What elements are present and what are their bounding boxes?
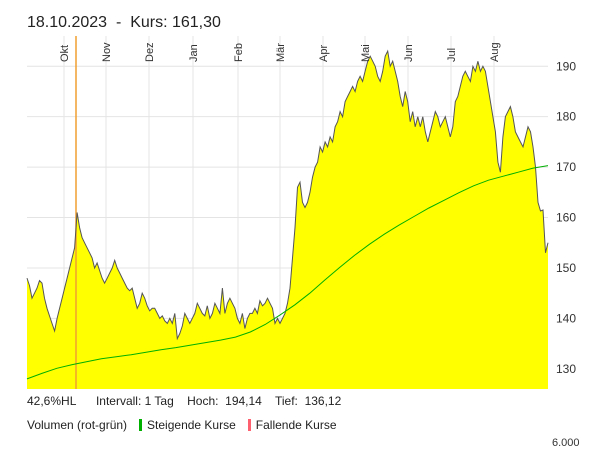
header-kurs-value: 161,30 xyxy=(171,14,221,31)
rising-label: Steigende Kurse xyxy=(147,418,236,432)
x-tick-label: Nov xyxy=(101,42,113,62)
price-line xyxy=(26,49,549,341)
y-axis-ticks: 130 140 150 160 170 180 190 xyxy=(556,59,576,376)
y-tick-label: 140 xyxy=(556,311,576,325)
x-tick-label: Apr xyxy=(318,45,330,62)
header-separator: - xyxy=(115,14,122,31)
y-tick-label: 190 xyxy=(556,59,576,73)
stat-hl: 42,6%HL xyxy=(27,394,76,408)
header-date: 18.10.2023 xyxy=(27,14,108,31)
stat-interval-value: 1 Tag xyxy=(144,394,174,408)
stat-interval-label: Intervall: xyxy=(95,394,142,408)
x-tick-label: Aug xyxy=(489,42,501,62)
volume-axis-tick: 6.000 xyxy=(552,437,580,449)
y-tick-label: 130 xyxy=(556,362,576,376)
chart-header: 18.10.2023 - Kurs: 161,30 xyxy=(27,14,221,32)
rising-color-marker xyxy=(139,419,143,431)
x-tick-label: Feb xyxy=(233,43,245,62)
y-tick-label: 170 xyxy=(556,160,576,174)
x-tick-label: Jan xyxy=(188,44,200,62)
area-layer xyxy=(27,51,548,389)
y-tick-label: 160 xyxy=(556,211,576,225)
header-kurs-label: Kurs: xyxy=(130,14,168,31)
volume-label: Volumen (rot-grün) xyxy=(27,418,128,432)
moving-average-line xyxy=(26,165,549,380)
x-tick-label: Okt xyxy=(59,45,71,62)
line-layer xyxy=(26,49,549,380)
stat-high-value: 194,14 xyxy=(225,394,262,408)
stats-bar: 42,6%HL Intervall: 1 Tag Hoch: 194,14 Ti… xyxy=(27,394,341,408)
falling-color-marker xyxy=(247,419,251,431)
x-tick-label: Jul xyxy=(446,48,458,62)
price-area-fill xyxy=(27,51,548,389)
x-axis-ticks: Okt Nov Dez Jan Feb Mär Apr Mai Jun Jul Aug xyxy=(59,42,501,62)
stat-low-value: 136,12 xyxy=(304,394,342,408)
x-tick-label: Jun xyxy=(403,44,415,62)
x-tick-label: Dez xyxy=(144,42,156,62)
stat-low-label: Tief: xyxy=(274,394,298,408)
x-tick-label: Mär xyxy=(275,43,287,62)
y-tick-label: 180 xyxy=(556,110,576,124)
x-tick-label: Mai xyxy=(360,44,372,62)
y-tick-label: 150 xyxy=(556,261,576,275)
volume-legend: Volumen (rot-grün) Steigende Kurse Fallend… xyxy=(27,418,337,432)
stat-high-label: Hoch: xyxy=(187,394,219,408)
falling-label: Fallende Kurse xyxy=(255,418,337,432)
